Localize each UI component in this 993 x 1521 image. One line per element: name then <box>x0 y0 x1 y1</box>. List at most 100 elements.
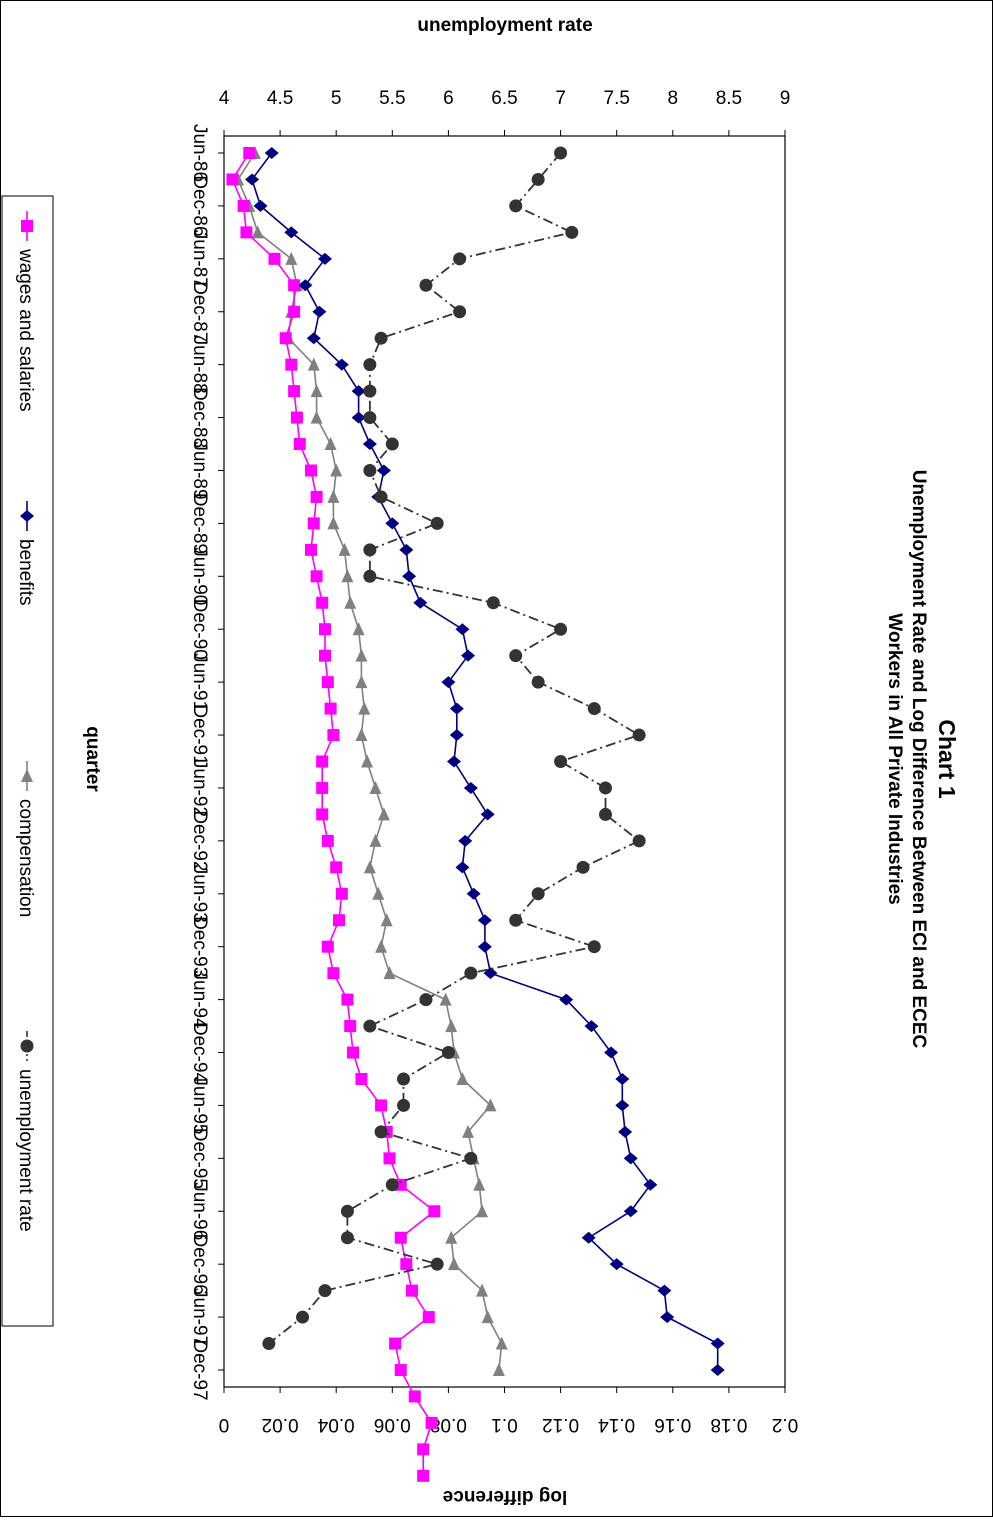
x-tick-label: Dec-97 <box>189 1339 210 1400</box>
legend: wages and salaries benefits compensation un… <box>1 195 54 1327</box>
legend-item: compensation <box>15 761 36 917</box>
data-point <box>318 649 331 662</box>
y-tick-label: 0.06 <box>374 1414 411 1435</box>
data-point <box>341 993 354 1006</box>
y-tick-label: 0.16 <box>654 1414 691 1435</box>
data-point <box>453 252 467 266</box>
legend-swatch-marker <box>21 769 33 782</box>
data-point <box>565 225 579 239</box>
data-point <box>383 1152 396 1165</box>
data-point <box>458 834 473 847</box>
data-point <box>285 251 298 265</box>
data-point <box>587 940 601 954</box>
y-tick-label: 0.04 <box>317 1414 354 1435</box>
data-point <box>321 940 334 953</box>
data-point <box>531 172 545 186</box>
data-point <box>306 332 321 345</box>
data-point <box>264 147 279 159</box>
data-point <box>430 1257 444 1271</box>
data-point <box>417 1469 430 1482</box>
data-point <box>632 728 646 742</box>
x-tick-label: Dec-90 <box>189 599 210 660</box>
data-point <box>355 648 368 662</box>
data-point <box>285 358 298 371</box>
data-point <box>352 622 365 636</box>
data-point <box>449 729 464 742</box>
data-point <box>402 570 417 583</box>
data-point <box>374 331 388 345</box>
data-point <box>486 596 500 610</box>
data-point <box>466 887 481 900</box>
data-point <box>369 833 382 847</box>
data-point <box>374 1125 388 1139</box>
data-point <box>598 781 612 795</box>
data-point <box>310 384 323 398</box>
data-point <box>376 464 391 477</box>
data-point <box>333 914 346 927</box>
y2-tick-label: 6.5 <box>491 88 517 109</box>
data-point <box>445 1230 458 1244</box>
x-tick-label: Dec-91 <box>189 704 210 765</box>
data-point <box>351 411 366 424</box>
legend-label: benefits <box>15 539 36 606</box>
data-point <box>310 410 323 424</box>
legend-item: benefits <box>15 501 36 606</box>
data-point <box>253 199 268 212</box>
y2-tick-label: 6 <box>443 88 454 109</box>
data-point <box>316 755 329 768</box>
data-point <box>383 966 396 980</box>
data-point <box>400 1258 413 1271</box>
x-tick-label: Jun-93 <box>189 865 210 923</box>
data-point <box>710 1364 725 1376</box>
data-point <box>335 887 348 900</box>
data-point <box>358 701 371 715</box>
data-point <box>461 649 476 662</box>
x-tick-label: Jun-91 <box>189 653 210 711</box>
data-point <box>316 781 329 794</box>
y-tick-label: 0 <box>219 1414 230 1435</box>
data-point <box>492 1363 505 1376</box>
data-point <box>363 358 377 372</box>
data-point <box>369 780 382 794</box>
data-point <box>293 438 306 451</box>
data-point <box>441 1046 455 1060</box>
data-point <box>327 967 340 980</box>
y2-tick-label: 8 <box>668 88 679 109</box>
data-point <box>399 543 414 556</box>
data-point <box>481 1310 494 1324</box>
data-point <box>389 1337 402 1350</box>
data-point <box>380 913 393 927</box>
data-point <box>419 993 433 1007</box>
data-point <box>330 463 343 477</box>
data-point <box>296 1310 310 1324</box>
x-tick-label: Jun-97 <box>189 1288 210 1346</box>
data-point <box>344 1020 357 1033</box>
data-point <box>422 1311 435 1324</box>
data-point <box>355 1072 368 1085</box>
data-point <box>448 1257 461 1271</box>
x-tick-label: Dec-87 <box>189 281 210 342</box>
y2-tick-label: 7 <box>555 88 566 109</box>
data-point <box>408 1390 421 1403</box>
data-point <box>480 808 495 821</box>
chart-title: Chart 1 <box>934 719 960 798</box>
data-point <box>279 332 292 345</box>
data-point <box>363 411 377 425</box>
y2-tick-label: 4.5 <box>267 88 293 109</box>
data-point <box>327 516 340 530</box>
legend-label: compensation <box>15 799 36 917</box>
y-tick-label: 0.08 <box>430 1414 467 1435</box>
x-tick-label: Dec-95 <box>189 1128 210 1189</box>
data-point <box>509 649 523 663</box>
data-point <box>327 489 340 503</box>
data-point <box>304 543 317 556</box>
data-point <box>463 781 478 794</box>
chart-subtitle-1: Unemployment Rate and Log Difference Bet… <box>908 470 929 1049</box>
data-point <box>377 807 390 821</box>
data-point <box>363 384 377 398</box>
data-point <box>240 226 253 239</box>
x-tick-label: Dec-89 <box>189 493 210 554</box>
data-point <box>509 913 523 927</box>
data-point <box>374 490 388 504</box>
